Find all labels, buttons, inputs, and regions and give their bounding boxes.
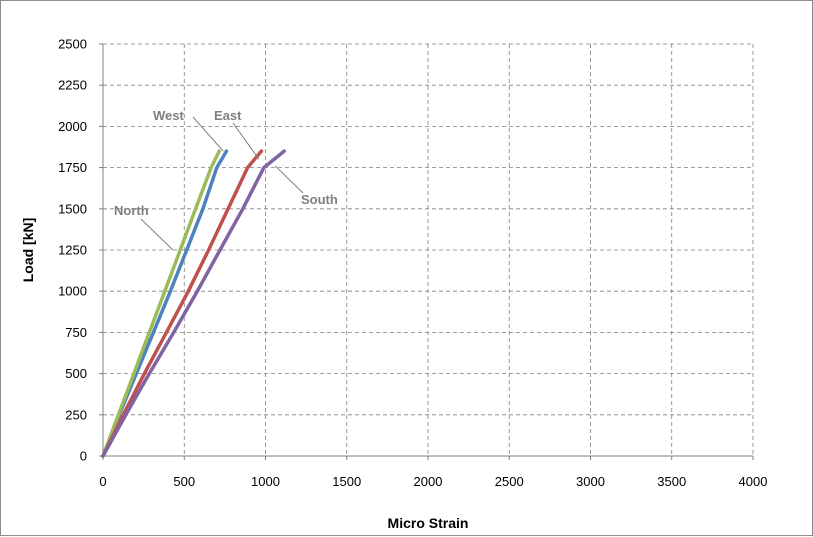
y-axis-title: Load [kN] [20, 218, 36, 283]
leader-line-west [192, 116, 224, 152]
y-tick-label: 1250 [58, 243, 87, 258]
y-tick-label: 2000 [58, 119, 87, 134]
x-tick-label: 1000 [251, 474, 280, 489]
y-tick-label: 500 [65, 366, 87, 381]
y-tick-label: 1750 [58, 160, 87, 175]
y-tick-label: 750 [65, 325, 87, 340]
y-tick-label: 2500 [58, 37, 87, 52]
series-line-north [101, 149, 221, 458]
series-label-north: North [114, 203, 149, 218]
x-axis-title: Micro Strain [388, 515, 469, 531]
series-labels: West North East South [114, 108, 338, 251]
series-lines [101, 149, 286, 458]
leader-line-north [140, 218, 174, 251]
y-tick-label: 250 [65, 407, 87, 422]
series-label-south: South [301, 192, 338, 207]
x-tick-label: 2500 [495, 474, 524, 489]
axes [99, 43, 754, 460]
x-tick-label: 500 [173, 474, 195, 489]
x-tick-label: 0 [99, 474, 106, 489]
series-line-east [101, 149, 264, 458]
x-tick-label: 4000 [739, 474, 768, 489]
y-tick-label: 1000 [58, 284, 87, 299]
gridlines [103, 43, 754, 456]
x-tick-label: 2000 [414, 474, 443, 489]
leader-line-south [274, 165, 304, 194]
y-tick-label: 1500 [58, 201, 87, 216]
series-label-east: East [214, 108, 242, 123]
tick-labels: 0 500 1000 1500 2000 2500 3000 3500 4000 0 250 500 7… [58, 37, 767, 490]
leader-line-east [232, 122, 260, 160]
x-tick-label: 3000 [576, 474, 605, 489]
y-tick-label: 2250 [58, 78, 87, 93]
series-line-south [101, 149, 286, 458]
series-label-west: West [153, 108, 184, 123]
x-tick-label: 1500 [332, 474, 361, 489]
y-tick-label: 0 [80, 449, 87, 464]
x-tick-label: 3500 [657, 474, 686, 489]
